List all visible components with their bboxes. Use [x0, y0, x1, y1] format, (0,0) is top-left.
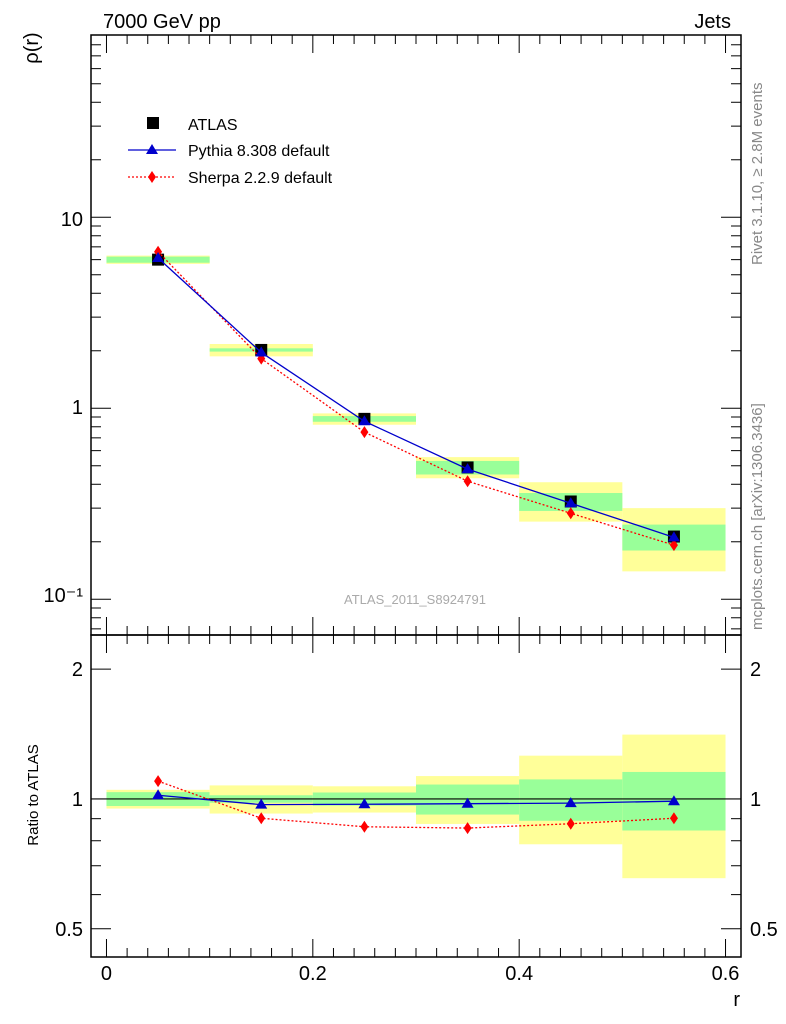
ratio-sherpa-point	[463, 822, 472, 835]
main-y-tick-label: 10⁻¹	[44, 585, 84, 607]
ratio-axis-ticks	[91, 635, 741, 957]
x-axis-label: r	[733, 989, 740, 1011]
x-tick-label: 0.6	[712, 963, 740, 985]
sherpa-point	[566, 507, 575, 520]
legend-atlas-marker	[147, 117, 159, 129]
analysis-watermark: ATLAS_2011_S8924791	[344, 592, 486, 607]
ratio-y-tick-label: 0.5	[55, 919, 83, 941]
legend-sherpa-marker	[148, 171, 156, 183]
mcplots-label: mcplots.cern.ch [arXiv:1306.3436]	[749, 403, 766, 630]
ratio-pythia-point	[461, 797, 474, 808]
sherpa-point	[154, 245, 163, 258]
sherpa-point	[463, 475, 472, 488]
ratio-pythia-point	[255, 798, 268, 809]
ratio-sherpa-point	[257, 812, 266, 825]
ratio-sherpa-point	[154, 775, 163, 788]
ratio-tick-labels: 2 2 1 1 0.5 0.5 0 0.2 0.4 0.6	[55, 659, 778, 985]
header-jets-label: Jets	[694, 11, 731, 33]
x-tick-label: 0.4	[505, 963, 533, 985]
main-axis-ticks	[91, 34, 741, 635]
rivet-version-label: Rivet 3.1.10, ≥ 2.8M events	[749, 83, 766, 266]
sherpa-line	[157, 251, 675, 546]
ratio-y-tick-label-right: 0.5	[750, 919, 778, 941]
ratio-y-tick-label-right: 1	[750, 789, 761, 811]
ratio-y-axis-label: Ratio to ATLAS	[25, 744, 42, 845]
legend-pythia-label: Pythia 8.308 default	[188, 143, 330, 160]
legend-pythia-marker	[146, 144, 158, 154]
pythia-point	[152, 251, 165, 262]
ratio-sherpa-point	[360, 820, 369, 833]
pythia-point	[461, 463, 474, 474]
ratio-y-tick-label: 2	[72, 659, 83, 681]
ratio-y-tick-label: 1	[72, 789, 83, 811]
legend-sherpa-label: Sherpa 2.2.9 default	[188, 170, 333, 187]
ratio-pythia-point	[564, 797, 577, 808]
ratio-sherpa-point	[566, 817, 575, 830]
ratio-pythia-line	[158, 794, 674, 806]
header-energy-label: 7000 GeV pp	[103, 11, 221, 33]
main-y-axis-label: ρ(r)	[21, 32, 43, 63]
pythia-point	[255, 346, 268, 357]
ratio-sherpa-point	[669, 812, 678, 825]
main-series	[152, 245, 680, 552]
pythia-point	[667, 531, 680, 542]
ratio-pythia-point	[152, 789, 165, 800]
ratio-sherpa-line	[157, 780, 674, 829]
ratio-series	[152, 775, 680, 835]
ratio-y-tick-label-right: 2	[750, 659, 761, 681]
pythia-point	[564, 497, 577, 508]
x-tick-label: 0	[101, 963, 112, 985]
x-tick-label: 0.2	[299, 963, 327, 985]
legend-atlas-label: ATLAS	[188, 117, 238, 134]
main-y-tick-label: 10	[61, 209, 83, 231]
legend: ATLAS Pythia 8.308 default Sherpa 2.2.9 …	[128, 117, 333, 187]
sherpa-point	[360, 426, 369, 439]
main-y-tick-label: 1	[72, 397, 83, 419]
pythia-point	[358, 415, 371, 426]
ratio-pythia-point	[358, 798, 371, 809]
ratio-pythia-point	[667, 795, 680, 806]
ratio-uncertainty-bands	[106, 734, 726, 879]
sherpa-point	[669, 539, 678, 552]
pythia-line	[157, 257, 675, 538]
